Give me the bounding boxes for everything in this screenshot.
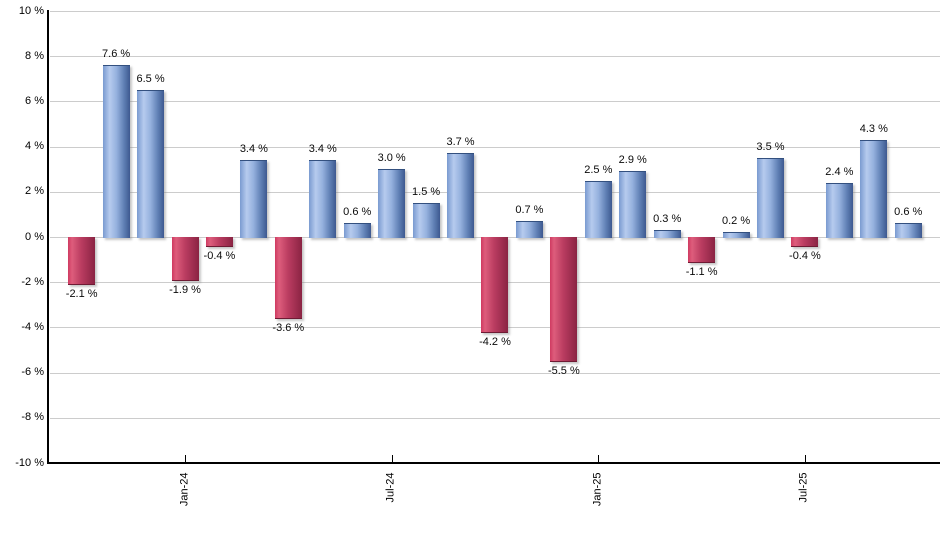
y-tick-label: 10 % <box>18 4 44 17</box>
bar <box>171 237 199 281</box>
bar-value-label: 3.7 % <box>446 136 475 149</box>
gridline-6 <box>50 101 940 103</box>
bar <box>447 153 475 238</box>
bar-value-label: -0.4 % <box>789 250 821 263</box>
gridline-4 <box>50 146 940 148</box>
bar-value-label: -3.6 % <box>272 322 305 335</box>
bar <box>343 223 371 238</box>
y-tick-label: -4 % <box>21 320 44 333</box>
x-tick <box>185 455 187 463</box>
bar <box>550 237 578 363</box>
bar-value-label: 1.5 % <box>412 186 441 199</box>
bar-value-label: 3.4 % <box>308 143 337 156</box>
bar-value-label: 6.5 % <box>136 73 165 86</box>
x-tick-label: Jul-24 <box>384 472 397 503</box>
gridline-8 <box>50 56 940 58</box>
x-tick <box>804 455 806 463</box>
y-axis-line <box>47 10 49 464</box>
bar-value-label: 2.9 % <box>618 154 647 167</box>
y-tick-label: 2 % <box>25 185 44 198</box>
bar <box>688 237 716 263</box>
bar-value-label: 2.5 % <box>584 163 613 176</box>
bar <box>791 237 819 248</box>
y-tick-label: 0 % <box>25 230 44 243</box>
gridline--8 <box>50 417 940 419</box>
bar <box>515 221 543 238</box>
y-tick-label: 8 % <box>25 49 44 62</box>
gridline-2 <box>50 191 940 193</box>
bar-value-label: -0.4 % <box>203 250 236 263</box>
bar-value-label: 3.0 % <box>377 152 406 165</box>
bar <box>722 232 750 238</box>
bar <box>825 182 853 238</box>
bar-value-label: 0.7 % <box>515 204 544 217</box>
bar <box>274 237 302 320</box>
bar <box>481 237 509 333</box>
y-tick-label: 6 % <box>25 94 44 107</box>
x-tick <box>391 455 393 463</box>
x-tick-label: Jan-24 <box>178 472 191 507</box>
bar <box>68 237 96 286</box>
bar-value-label: 0.3 % <box>653 213 682 226</box>
y-tick-label: -6 % <box>21 366 44 379</box>
y-tick-label: -10 % <box>15 456 44 469</box>
x-axis-line <box>47 462 940 464</box>
y-tick-label: -8 % <box>21 411 44 424</box>
x-tick-label: Jan-25 <box>591 472 604 507</box>
gridline--6 <box>50 372 940 374</box>
x-tick <box>598 455 600 463</box>
bar-value-label: 2.4 % <box>825 165 854 178</box>
bar <box>584 180 612 238</box>
bar-value-label: -5.5 % <box>547 365 580 378</box>
bar-value-label: -1.9 % <box>169 283 201 296</box>
bar <box>137 90 165 238</box>
bar-value-label: 4.3 % <box>859 122 888 135</box>
bar-value-label: 0.2 % <box>721 215 751 228</box>
gridline-10 <box>50 11 940 12</box>
bar <box>205 237 233 248</box>
bar-value-label: 3.5 % <box>756 140 785 153</box>
bar <box>653 230 681 238</box>
bar-value-label: 3.4 % <box>239 143 268 156</box>
bar-value-label: -4.2 % <box>479 335 511 348</box>
bar <box>619 171 647 238</box>
x-tick-label: Jul-25 <box>797 472 810 503</box>
bar <box>378 169 406 238</box>
bar <box>240 160 268 238</box>
bar-value-label: 0.6 % <box>894 206 923 219</box>
bar <box>860 139 888 238</box>
bar <box>894 223 922 238</box>
y-tick-label: 4 % <box>25 140 44 153</box>
bar-value-label: -2.1 % <box>65 288 98 301</box>
bar <box>757 157 784 238</box>
bar-value-label: 7.6 % <box>102 48 131 61</box>
bar-value-label: 0.6 % <box>343 206 372 219</box>
bar <box>309 160 337 238</box>
bar <box>412 203 440 238</box>
bar-value-label: -1.1 % <box>685 265 718 278</box>
bar <box>102 65 130 238</box>
y-tick-label: -2 % <box>21 275 44 288</box>
